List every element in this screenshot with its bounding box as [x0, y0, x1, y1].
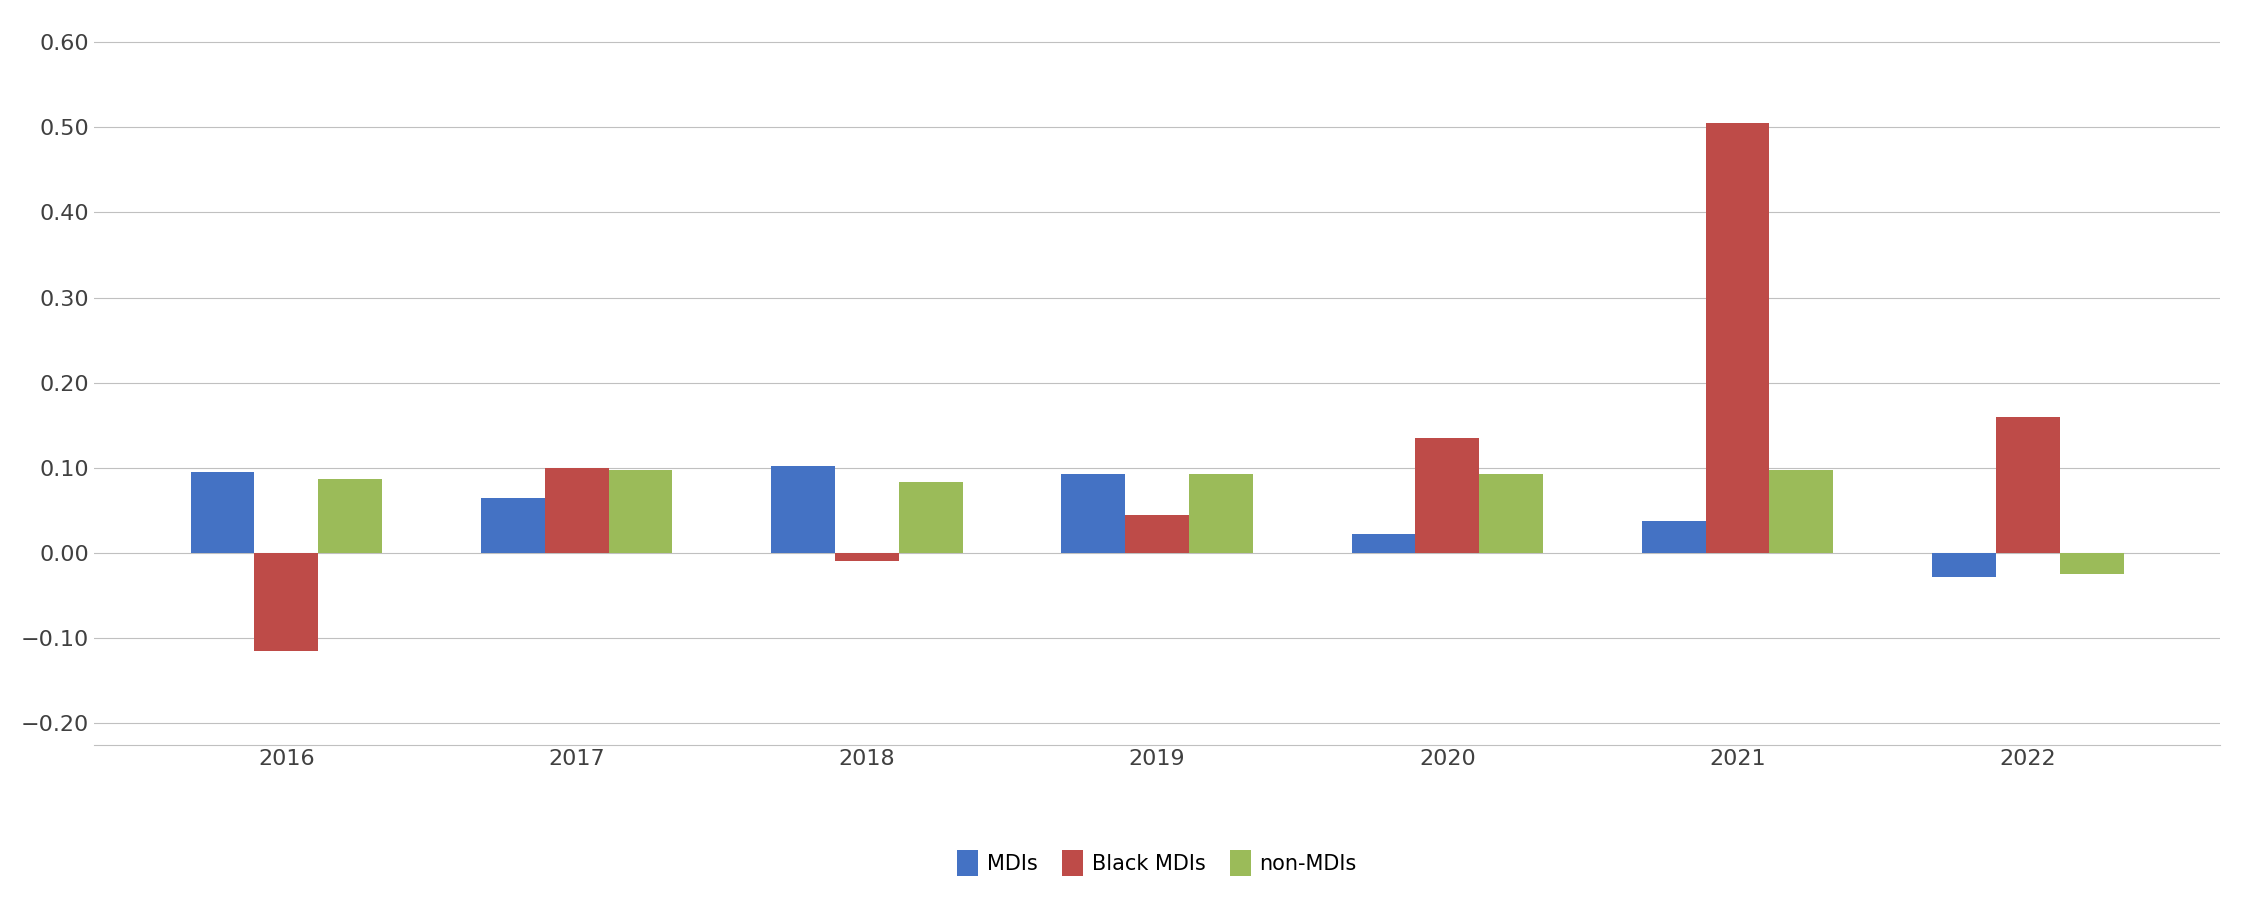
- Bar: [545, 468, 610, 553]
- Bar: [1997, 417, 2059, 553]
- Bar: [610, 470, 672, 553]
- Bar: [1770, 469, 1833, 553]
- Bar: [255, 553, 318, 651]
- Legend: MDIs, Black MDIs, non-MDIs: MDIs, Black MDIs, non-MDIs: [950, 842, 1365, 883]
- Bar: [1932, 553, 1997, 577]
- Bar: [771, 466, 836, 553]
- Bar: [1479, 474, 1544, 553]
- Bar: [190, 472, 255, 553]
- Bar: [318, 479, 383, 553]
- Bar: [1705, 123, 1770, 553]
- Bar: [1416, 438, 1479, 553]
- Bar: [2059, 553, 2124, 574]
- Bar: [1190, 474, 1253, 553]
- Bar: [1062, 474, 1125, 553]
- Bar: [899, 482, 964, 553]
- Bar: [1351, 534, 1416, 553]
- Bar: [482, 498, 545, 553]
- Bar: [1125, 515, 1190, 553]
- Bar: [1643, 520, 1705, 553]
- Bar: [836, 553, 899, 561]
